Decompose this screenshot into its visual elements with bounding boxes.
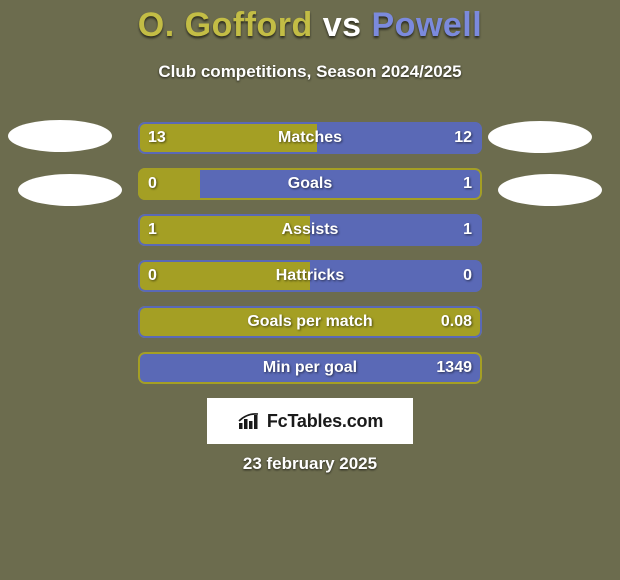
stat-value-left <box>138 306 158 338</box>
footer-date: 23 february 2025 <box>0 454 620 474</box>
stat-row: 1312Matches <box>138 122 482 154</box>
stat-row: 0.08Goals per match <box>138 306 482 338</box>
player-headshot-right <box>498 174 602 206</box>
title-vs: vs <box>323 6 362 44</box>
chart-icon <box>237 411 261 431</box>
title-player-right: Powell <box>372 6 483 44</box>
stat-value-left <box>138 352 158 384</box>
footer-brand: FcTables.com <box>267 411 383 432</box>
stat-bars: 1312Matches01Goals11Assists00Hattricks0.… <box>138 122 482 398</box>
footer-logo: FcTables.com <box>207 398 413 444</box>
stat-value-right: 1 <box>453 214 482 246</box>
page-title: O. Gofford vs Powell <box>0 6 620 45</box>
player-headshot-left <box>18 174 122 206</box>
stat-value-right: 12 <box>444 122 482 154</box>
stat-row: 11Assists <box>138 214 482 246</box>
stat-fill-right <box>200 168 482 200</box>
stat-row: 01Goals <box>138 168 482 200</box>
subtitle: Club competitions, Season 2024/2025 <box>0 62 620 82</box>
stat-value-left: 13 <box>138 122 176 154</box>
comparison-infographic: O. Gofford vs Powell Club competitions, … <box>0 0 620 580</box>
stat-value-right: 0.08 <box>431 306 482 338</box>
player-headshot-right <box>488 121 592 153</box>
stat-value-right: 0 <box>453 260 482 292</box>
player-headshot-left <box>8 120 112 152</box>
stat-value-right: 1 <box>453 168 482 200</box>
stat-row: 00Hattricks <box>138 260 482 292</box>
stat-value-left: 0 <box>138 260 167 292</box>
stat-row: 1349Min per goal <box>138 352 482 384</box>
stat-value-left: 1 <box>138 214 167 246</box>
stat-value-left: 0 <box>138 168 167 200</box>
stat-value-right: 1349 <box>426 352 482 384</box>
title-player-left: O. Gofford <box>138 6 313 44</box>
